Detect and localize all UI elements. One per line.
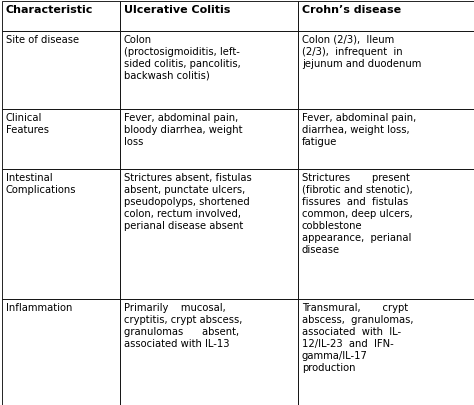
Text: Crohn’s disease: Crohn’s disease [302, 5, 401, 15]
Text: Clinical
Features: Clinical Features [6, 113, 49, 135]
Text: Colon (2/3),  Ileum
(2/3),  infrequent  in
jejunum and duodenum: Colon (2/3), Ileum (2/3), infrequent in … [302, 35, 421, 69]
Bar [120, 110, 298, 170]
Bar [120, 2, 298, 32]
Bar [2, 110, 120, 170]
Text: Primarily    mucosal,
cryptitis, crypt abscess,
granulomas      absent,
associat: Primarily mucosal, cryptitis, crypt absc… [124, 302, 242, 348]
Bar [298, 32, 474, 110]
Bar [298, 299, 474, 405]
Bar [120, 32, 298, 110]
Text: Site of disease: Site of disease [6, 35, 79, 45]
Bar [298, 110, 474, 170]
Bar [2, 299, 120, 405]
Text: Strictures absent, fistulas
absent, punctate ulcers,
pseudopolyps, shortened
col: Strictures absent, fistulas absent, punc… [124, 173, 252, 230]
Bar [2, 170, 120, 299]
Bar [2, 32, 120, 110]
Text: Strictures       present
(fibrotic and stenotic),
fissures  and  fistulas
common: Strictures present (fibrotic and stenoti… [302, 173, 413, 254]
Bar [2, 2, 120, 32]
Text: Fever, abdominal pain,
diarrhea, weight loss,
fatigue: Fever, abdominal pain, diarrhea, weight … [302, 113, 416, 147]
Text: Colon
(proctosigmoiditis, left-
sided colitis, pancolitis,
backwash colitis): Colon (proctosigmoiditis, left- sided co… [124, 35, 241, 81]
Text: Fever, abdominal pain,
bloody diarrhea, weight
loss: Fever, abdominal pain, bloody diarrhea, … [124, 113, 243, 147]
Bar [298, 2, 474, 32]
Bar [120, 170, 298, 299]
Text: Ulcerative Colitis: Ulcerative Colitis [124, 5, 230, 15]
Text: Inflammation: Inflammation [6, 302, 73, 312]
Text: Characteristic: Characteristic [6, 5, 93, 15]
Bar [298, 170, 474, 299]
Text: Transmural,       crypt
abscess,  granulomas,
associated  with  IL-
12/IL-23  an: Transmural, crypt abscess, granulomas, a… [302, 302, 413, 372]
Text: Intestinal
Complications: Intestinal Complications [6, 173, 76, 194]
Bar [120, 299, 298, 405]
